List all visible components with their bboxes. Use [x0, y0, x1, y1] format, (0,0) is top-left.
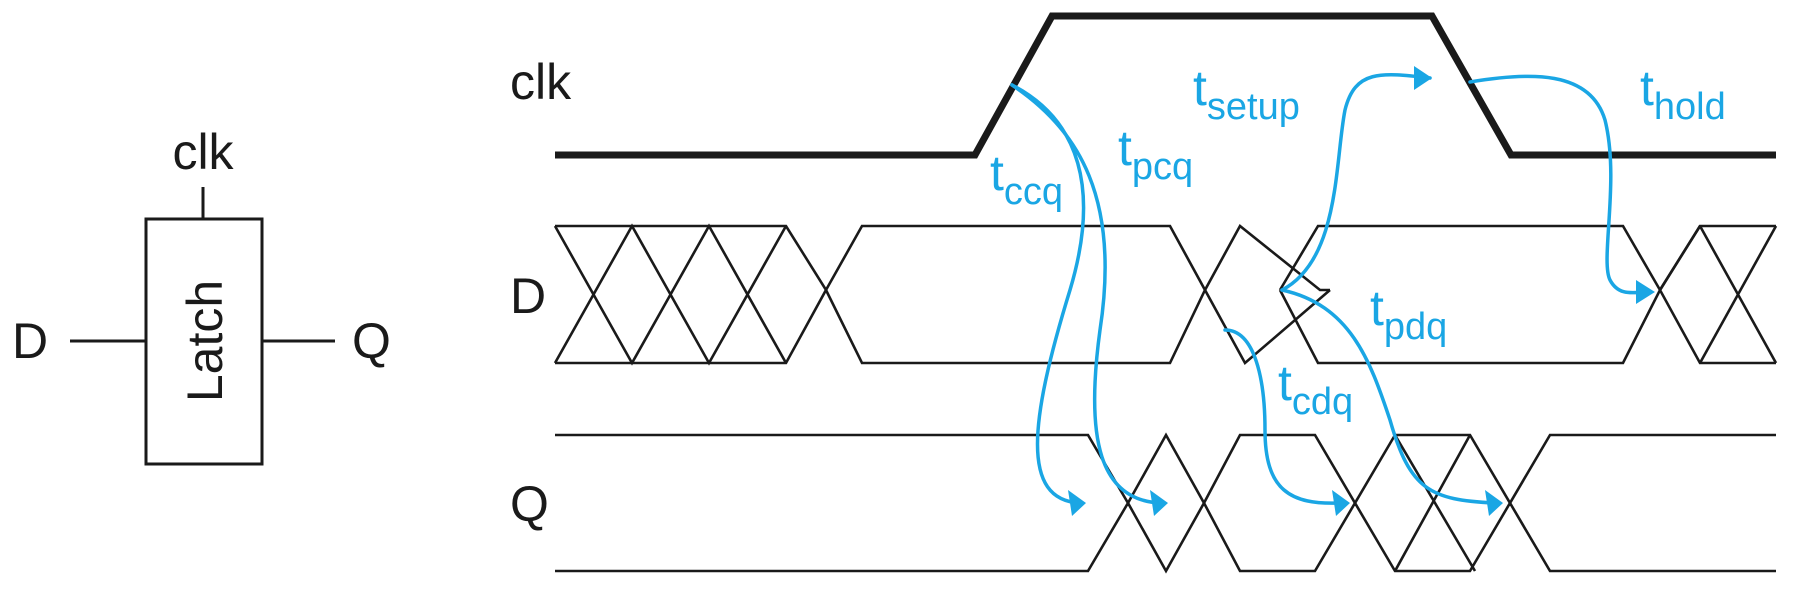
tsetup-label: tsetup [1193, 60, 1300, 128]
latch-clk-pin-label: clk [172, 124, 234, 180]
d-upper-right [1278, 224, 1776, 293]
d-signal-label: D [510, 268, 546, 324]
clk-signal-label: clk [510, 54, 572, 110]
tsetup-arrow [1280, 73, 1432, 292]
thold-arrow [1468, 74, 1647, 295]
q-overlap-cross [1393, 434, 1477, 572]
thold-label: thold [1640, 60, 1726, 128]
d-waveform [553, 223, 1778, 366]
q-upper-edge [555, 432, 1776, 506]
d-cross-end-a [1658, 225, 1778, 364]
tcdq-arrow [1223, 328, 1342, 505]
latch-d-pin-label: D [12, 313, 48, 369]
d-cross-end-b [1698, 225, 1778, 364]
latch-block-label: Latch [177, 280, 233, 402]
tccq-arrowhead [1068, 490, 1086, 516]
latch-symbol: clk D Q Latch [12, 124, 391, 466]
latch-q-pin-label: Q [352, 313, 391, 369]
tsetup-arrowhead [1414, 66, 1432, 90]
d-cross-b [553, 223, 788, 366]
q-lower-edge [555, 500, 1776, 574]
thold-arrowhead [1636, 280, 1655, 304]
tpcq-arrowhead [1150, 490, 1168, 516]
clk-waveform [555, 12, 1776, 159]
tpcq-label: tpcq [1118, 120, 1193, 188]
tcdq-label: tcdq [1278, 355, 1353, 423]
tpdq-label: tpdq [1370, 280, 1447, 348]
tpdq-arrowhead [1485, 490, 1503, 516]
tpcq-arrow [1010, 83, 1162, 505]
d-lower-right [1278, 287, 1776, 365]
timing-arrows [1010, 66, 1655, 516]
q-signal-label: Q [510, 476, 549, 532]
tpdq-arrow [1280, 288, 1497, 505]
tcdq-arrowhead [1332, 490, 1350, 516]
d-lower-edge [555, 287, 1331, 366]
tccq-label: tccq [990, 145, 1063, 213]
d-upper-edge [555, 224, 1330, 293]
q-waveform [555, 432, 1776, 574]
